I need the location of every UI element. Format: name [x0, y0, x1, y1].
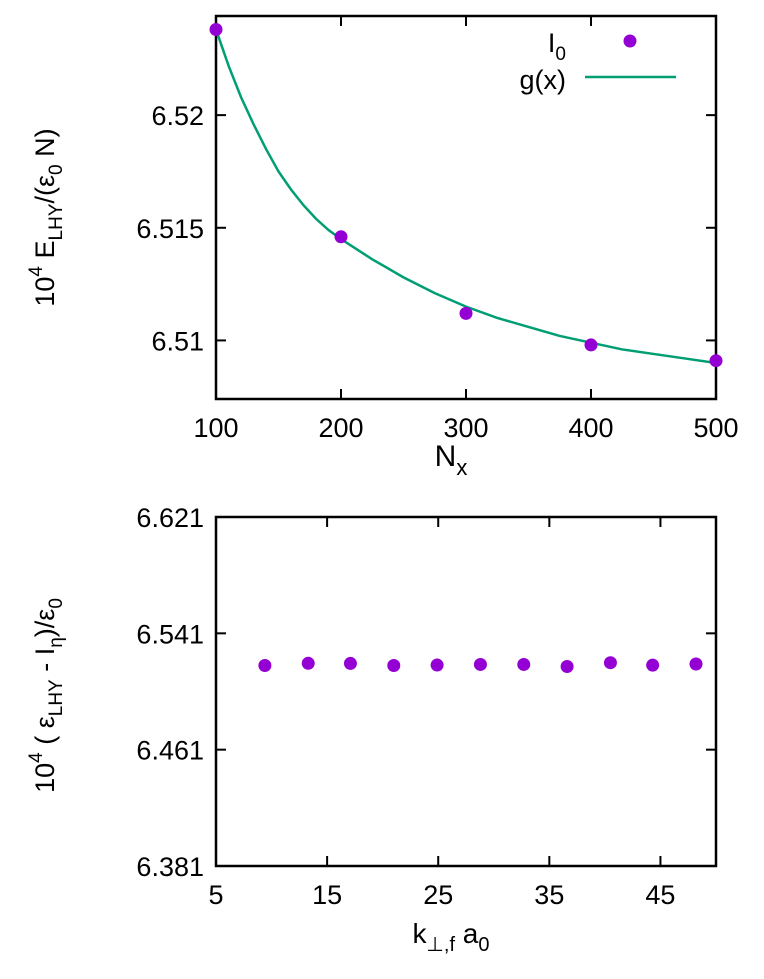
data-point — [343, 656, 357, 670]
x-tick-label: 5 — [208, 880, 223, 910]
plot-frame — [214, 515, 718, 868]
y-tick-label: 6.52 — [151, 101, 204, 131]
data-point — [387, 658, 401, 672]
x-tick-label: 45 — [645, 880, 675, 910]
plot-frame — [214, 14, 718, 401]
y-tick-label: 6.621 — [136, 503, 204, 533]
data-point — [517, 657, 531, 671]
data-point — [459, 306, 473, 320]
legend-marker-point — [623, 34, 637, 48]
x-tick-label: 300 — [443, 413, 488, 443]
x-tick-label: 400 — [568, 413, 613, 443]
data-point — [709, 354, 723, 368]
y-tick-label: 6.515 — [136, 214, 204, 244]
series-line-gx — [214, 29, 717, 365]
x-axis-label: Nx — [435, 440, 468, 480]
y-tick-label: 6.381 — [136, 852, 204, 882]
chart-1: 100 200 300 400 500 6.51 6.515 6.52 Nx 104 ELHY/(… — [26, 14, 739, 480]
x-tick-label: 200 — [318, 413, 363, 443]
data-point — [584, 338, 598, 352]
data-point — [334, 230, 348, 244]
x-tick-label: 100 — [193, 413, 238, 443]
x-tick-label: 35 — [534, 880, 564, 910]
data-point — [258, 658, 272, 672]
x-tick-label: 500 — [693, 413, 738, 443]
legend: I0g(x) — [520, 28, 676, 95]
data-point — [301, 656, 315, 670]
data-point — [646, 658, 660, 672]
y-tick-label: 6.461 — [136, 736, 204, 766]
x-tick-label: 25 — [423, 880, 453, 910]
x-tick-label: 15 — [312, 880, 342, 910]
y-tick-label: 6.51 — [151, 326, 204, 356]
y-tick-label: 6.541 — [136, 619, 204, 649]
chart-2: 5 15 25 35 45 6.381 6.461 6.541 6.621 k⊥,f a0 104 … — [26, 503, 718, 956]
data-point — [473, 657, 487, 671]
data-point — [430, 658, 444, 672]
data-point — [603, 656, 617, 670]
legend-label-I0: I0 — [548, 28, 566, 65]
y-axis-label: 104 ELHY/(ε0 N) — [26, 128, 67, 306]
y-axis-label: 104 ( εLHY - Iη)/ε0 — [26, 598, 67, 793]
legend-label-gx: g(x) — [520, 65, 567, 95]
data-point — [560, 659, 574, 673]
data-point — [209, 23, 223, 37]
x-axis-label: k⊥,f a0 — [412, 918, 489, 956]
data-point — [689, 657, 703, 671]
